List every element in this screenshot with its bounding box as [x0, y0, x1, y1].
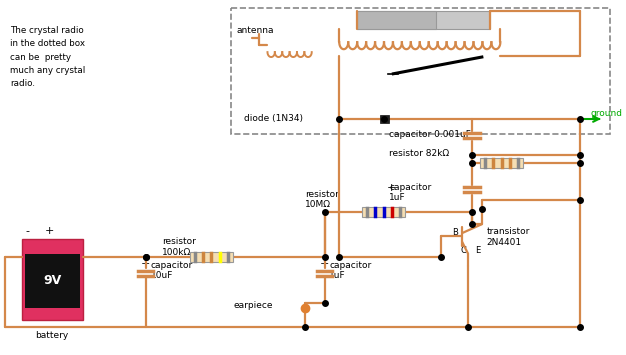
Text: +: +: [320, 258, 329, 268]
Bar: [190, 252, 233, 262]
Text: E: E: [475, 246, 480, 255]
Text: resistor
100kΩ: resistor 100kΩ: [162, 237, 196, 257]
Bar: [357, 11, 436, 28]
Bar: [22, 239, 83, 320]
Text: capacitor
10uF: capacitor 10uF: [150, 261, 193, 280]
Text: resistor 82kΩ: resistor 82kΩ: [389, 149, 449, 158]
Text: +: +: [45, 226, 54, 236]
Bar: [362, 207, 405, 217]
Text: capacitor
1uF: capacitor 1uF: [329, 261, 372, 280]
Text: capacitor
1uF: capacitor 1uF: [389, 183, 432, 202]
Text: battery: battery: [36, 331, 69, 340]
Text: antenna: antenna: [236, 26, 274, 35]
Text: +: +: [141, 258, 150, 268]
Text: The crystal radio
in the dotted box
can be  pretty
much any crystal
radio.: The crystal radio in the dotted box can …: [10, 26, 85, 88]
Text: earpiece: earpiece: [233, 301, 272, 310]
Text: C: C: [460, 246, 466, 255]
Text: capacitor 0.001uF: capacitor 0.001uF: [389, 130, 471, 139]
Text: diode (1N34): diode (1N34): [244, 115, 303, 124]
Bar: [480, 158, 523, 168]
Text: ground: ground: [590, 109, 622, 118]
Bar: [357, 11, 490, 28]
Bar: [379, 115, 389, 123]
Bar: [24, 254, 80, 308]
Bar: [231, 8, 610, 134]
Text: +: +: [386, 183, 396, 193]
Text: resistor
10MΩ: resistor 10MΩ: [305, 190, 339, 209]
Text: -: -: [26, 226, 29, 236]
Text: B: B: [453, 228, 458, 236]
Text: 9V: 9V: [43, 274, 61, 287]
Text: transistor
2N4401: transistor 2N4401: [487, 227, 530, 247]
